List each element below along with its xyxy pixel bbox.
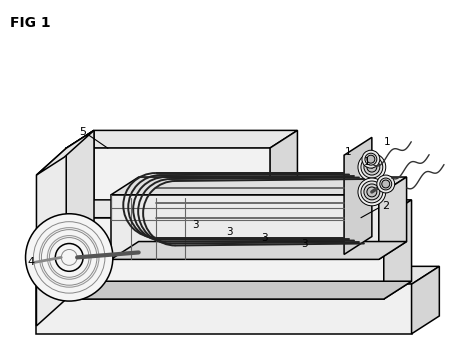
Polygon shape (66, 281, 412, 299)
Polygon shape (111, 241, 407, 260)
Circle shape (377, 175, 395, 193)
Circle shape (382, 180, 390, 188)
Circle shape (365, 153, 377, 165)
Text: 1: 1 (364, 157, 370, 167)
Text: 2: 2 (382, 201, 389, 211)
Text: 5: 5 (79, 127, 87, 137)
Text: 1: 1 (383, 137, 390, 147)
Polygon shape (36, 284, 412, 334)
Polygon shape (36, 130, 94, 175)
Polygon shape (36, 148, 66, 326)
Circle shape (367, 187, 377, 197)
Circle shape (367, 162, 377, 172)
Polygon shape (66, 148, 270, 220)
Circle shape (362, 150, 380, 168)
Text: 4: 4 (28, 257, 35, 268)
Circle shape (380, 178, 392, 190)
Text: 3: 3 (261, 232, 268, 243)
Polygon shape (270, 130, 297, 220)
Circle shape (26, 214, 113, 301)
Circle shape (367, 155, 375, 163)
Polygon shape (66, 200, 412, 218)
Text: 3: 3 (301, 239, 308, 249)
Polygon shape (344, 137, 372, 254)
Polygon shape (66, 130, 94, 299)
Circle shape (364, 184, 380, 200)
Polygon shape (384, 200, 412, 299)
Polygon shape (66, 218, 384, 299)
Polygon shape (111, 177, 407, 195)
Polygon shape (111, 195, 379, 260)
Circle shape (358, 178, 386, 206)
Text: 3: 3 (227, 227, 233, 237)
Circle shape (361, 181, 383, 203)
Circle shape (358, 153, 386, 181)
Polygon shape (66, 130, 297, 148)
Polygon shape (66, 130, 94, 220)
Polygon shape (379, 177, 407, 260)
Text: 1: 1 (345, 147, 352, 157)
Polygon shape (36, 266, 439, 284)
Text: FIG 1: FIG 1 (10, 16, 50, 30)
Text: 3: 3 (192, 220, 198, 230)
Circle shape (364, 159, 380, 175)
Circle shape (361, 156, 383, 178)
Polygon shape (412, 266, 439, 334)
